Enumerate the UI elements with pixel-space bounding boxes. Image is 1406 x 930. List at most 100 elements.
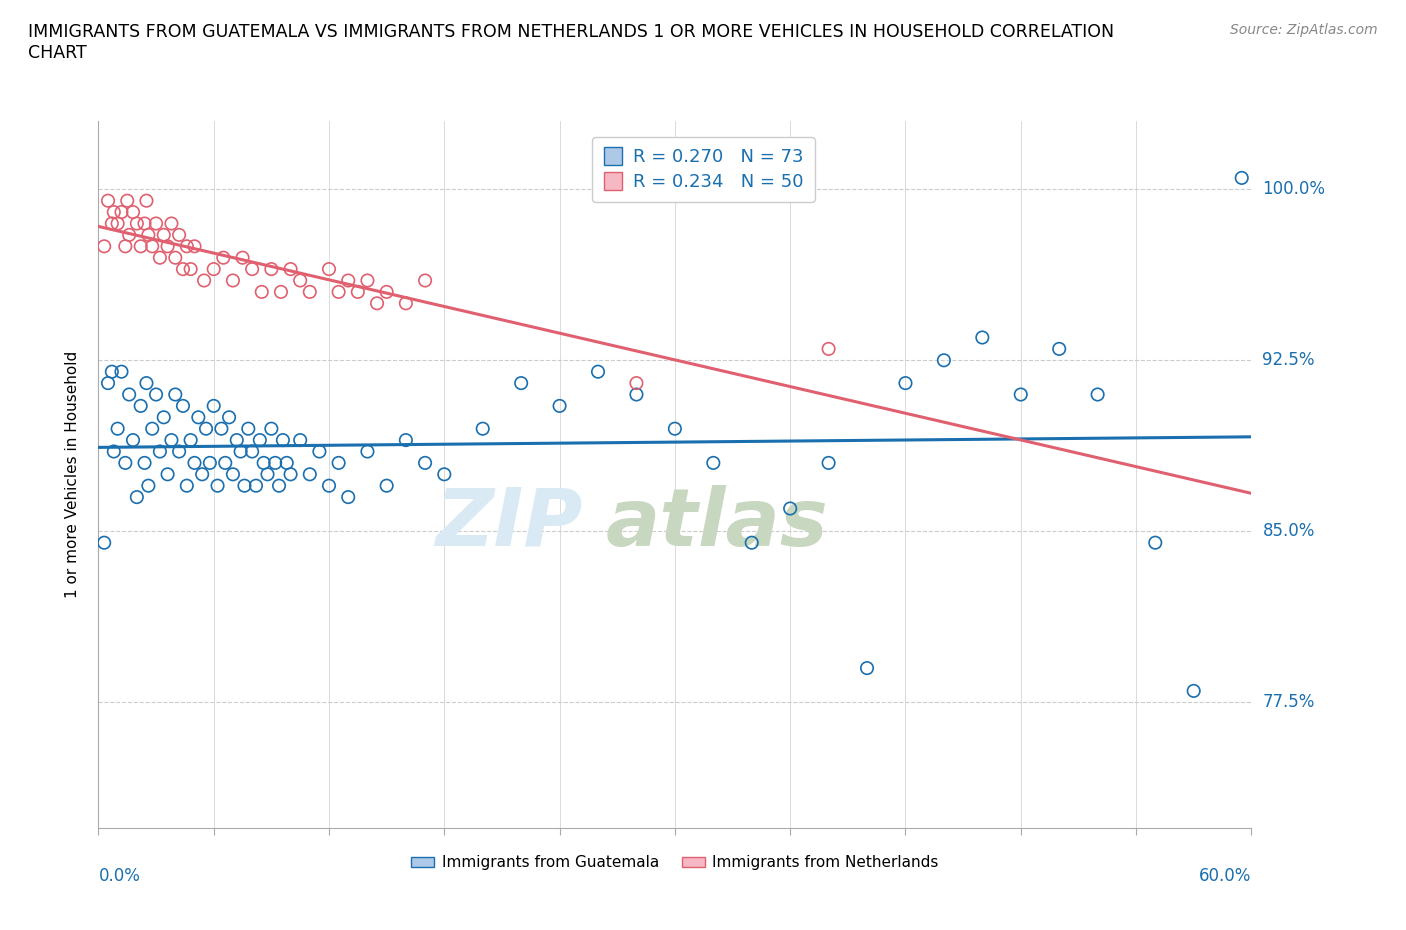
- Point: [817, 341, 839, 356]
- Point: [346, 285, 368, 299]
- Point: [240, 261, 263, 276]
- Text: 0.0%: 0.0%: [98, 867, 141, 884]
- Point: [1087, 387, 1109, 402]
- Point: [156, 239, 179, 254]
- Point: [337, 490, 360, 505]
- Point: [231, 250, 254, 265]
- Point: [249, 432, 271, 447]
- Point: [413, 456, 436, 471]
- Point: [318, 261, 340, 276]
- Point: [1010, 387, 1032, 402]
- Point: [122, 205, 145, 219]
- Point: [134, 456, 156, 471]
- Point: [626, 376, 648, 391]
- Point: [114, 239, 136, 254]
- Point: [253, 456, 276, 471]
- Point: [308, 444, 330, 458]
- Point: [135, 193, 157, 208]
- Point: [202, 398, 225, 413]
- Point: [176, 239, 198, 254]
- Point: [198, 456, 221, 471]
- Point: [702, 456, 724, 471]
- Point: [145, 387, 167, 402]
- Point: [145, 216, 167, 231]
- Text: 85.0%: 85.0%: [1263, 523, 1315, 540]
- Point: [160, 432, 183, 447]
- Point: [280, 467, 302, 482]
- Point: [212, 250, 235, 265]
- Point: [972, 330, 994, 345]
- Point: [118, 387, 141, 402]
- Point: [256, 467, 278, 482]
- Point: [160, 216, 183, 231]
- Point: [894, 376, 917, 391]
- Point: [207, 478, 229, 493]
- Point: [149, 444, 172, 458]
- Point: [176, 478, 198, 493]
- Point: [214, 456, 236, 471]
- Point: [233, 478, 256, 493]
- Point: [271, 432, 294, 447]
- Point: [167, 444, 190, 458]
- Point: [114, 456, 136, 471]
- Point: [167, 228, 190, 243]
- Point: [586, 365, 609, 379]
- Point: [103, 444, 125, 458]
- Point: [138, 478, 160, 493]
- Point: [218, 410, 240, 425]
- Point: [548, 398, 571, 413]
- Point: [93, 536, 115, 551]
- Point: [298, 285, 321, 299]
- Point: [510, 376, 533, 391]
- Point: [433, 467, 456, 482]
- Point: [395, 296, 418, 311]
- Point: [187, 410, 209, 425]
- Point: [125, 216, 148, 231]
- Point: [245, 478, 267, 493]
- Point: [180, 261, 202, 276]
- Point: [222, 273, 245, 288]
- Point: [298, 467, 321, 482]
- Point: [664, 421, 686, 436]
- Point: [240, 444, 263, 458]
- Point: [152, 410, 174, 425]
- Point: [138, 228, 160, 243]
- Text: 100.0%: 100.0%: [1263, 180, 1326, 198]
- Point: [356, 273, 378, 288]
- Point: [156, 467, 179, 482]
- Point: [125, 490, 148, 505]
- Point: [260, 261, 283, 276]
- Point: [117, 193, 139, 208]
- Point: [280, 261, 302, 276]
- Point: [932, 352, 955, 367]
- Text: ZIP: ZIP: [436, 485, 582, 563]
- Point: [180, 432, 202, 447]
- Point: [97, 376, 120, 391]
- Point: [318, 478, 340, 493]
- Point: [202, 261, 225, 276]
- Y-axis label: 1 or more Vehicles in Household: 1 or more Vehicles in Household: [65, 351, 80, 598]
- Point: [395, 432, 418, 447]
- Point: [165, 387, 187, 402]
- Text: Source: ZipAtlas.com: Source: ZipAtlas.com: [1230, 23, 1378, 37]
- Point: [356, 444, 378, 458]
- Point: [122, 432, 145, 447]
- Point: [141, 421, 163, 436]
- Point: [375, 285, 398, 299]
- Point: [1047, 341, 1070, 356]
- Point: [135, 376, 157, 391]
- Point: [141, 239, 163, 254]
- Point: [1230, 170, 1253, 185]
- Point: [107, 421, 129, 436]
- Point: [328, 285, 350, 299]
- Point: [817, 456, 839, 471]
- Legend: Immigrants from Guatemala, Immigrants from Netherlands: Immigrants from Guatemala, Immigrants fr…: [405, 849, 945, 877]
- Point: [741, 536, 763, 551]
- Point: [626, 387, 648, 402]
- Point: [172, 261, 194, 276]
- Point: [276, 456, 298, 471]
- Point: [250, 285, 273, 299]
- Point: [290, 432, 312, 447]
- Point: [101, 365, 124, 379]
- Text: 92.5%: 92.5%: [1263, 352, 1315, 369]
